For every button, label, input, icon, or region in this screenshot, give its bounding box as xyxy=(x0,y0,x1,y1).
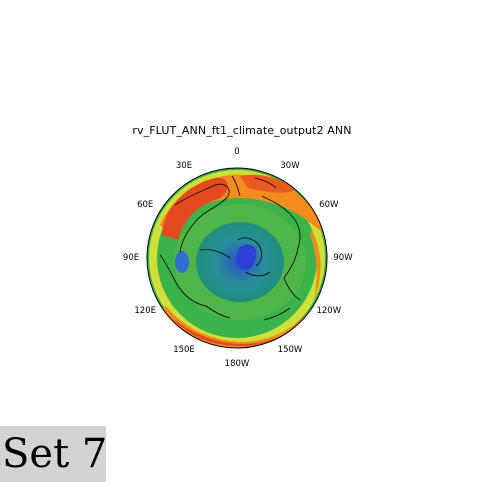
lon-label-120e: 120E xyxy=(134,306,156,316)
lon-label-30e: 30E xyxy=(175,161,193,172)
lon-label-90e: 90E xyxy=(122,253,140,263)
set-label: Set 7 xyxy=(0,426,106,482)
hot-patch-top xyxy=(240,174,295,193)
pole-blue-core xyxy=(236,244,257,270)
blue-patch-left xyxy=(175,251,189,273)
lon-label-150w: 150W xyxy=(277,344,303,355)
map-boundary xyxy=(146,167,328,349)
lon-label-60e: 60E xyxy=(137,200,154,210)
lon-label-90w: 90W xyxy=(333,253,353,263)
lon-label-180w: 180W xyxy=(224,359,250,369)
hot-patch-left xyxy=(162,177,228,240)
lon-label-150e: 150E xyxy=(173,344,195,355)
warm-band-right xyxy=(310,230,321,300)
lon-label-30w: 30W xyxy=(280,161,300,172)
lon-label-60w: 60W xyxy=(319,200,339,210)
hot-band-bottom xyxy=(172,318,308,347)
lon-label-0: 0 xyxy=(234,147,240,157)
field-shading xyxy=(147,168,327,348)
lon-label-120w: 120W xyxy=(316,306,342,316)
coastlines xyxy=(159,175,301,321)
map-title: rv_FLUT_ANN_ft1_climate_output2 ANN xyxy=(132,124,352,137)
